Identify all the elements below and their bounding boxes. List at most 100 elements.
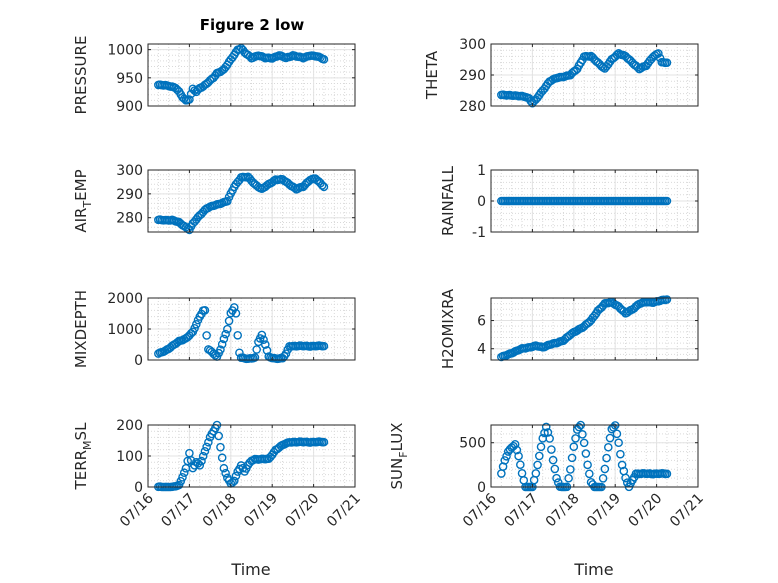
sun-flux-data-point [585,469,594,479]
sun-flux-axes-box [490,424,699,488]
sun-flux-data-point [533,460,542,470]
air-temp-data-point [319,182,329,192]
h2omixra-axes-box [490,297,699,361]
sun-flux-data-point [598,473,608,483]
terr-msl-data-point [221,468,230,478]
air-temp-y-label-part: AIR [72,208,90,233]
sun-flux-data-point [536,442,546,452]
sun-flux-data-point [622,478,632,487]
mixdepth-data-point [217,339,227,349]
sun-flux-data-point [662,469,672,479]
mixdepth-y-tick-label: 2000 [107,291,143,307]
mixdepth-data-point [259,335,268,345]
mixdepth-panel: 0 1000 2000 MIXDEPTH [72,290,356,369]
sun-flux-data-point [510,439,520,449]
air-temp-y-label: AIRTEMP [72,169,94,232]
terr-msl-y-label-part: SL [72,422,90,441]
pressure-y-tick-label: 950 [116,71,143,87]
h2omixra-y-tick-label: 6 [477,314,486,330]
mixdepth-data-point [221,329,230,339]
sun-flux-data-point [567,453,577,463]
sun-flux-data-point [543,428,553,437]
terr-msl-data-point [214,431,224,441]
pressure-panel: 900 950 1000 PRESSURE [72,36,356,115]
sun-flux-data-point [514,451,523,461]
sun-flux-data-point [550,464,560,474]
terr-msl-data-point [219,463,229,473]
sun-flux-data-point [605,433,615,443]
theta-data-point [526,96,535,106]
pressure-data-point [190,86,199,95]
rainfall-y-tick-label: -1 [472,225,486,241]
sun-flux-data-point [614,438,623,448]
mixdepth-data-point [224,316,234,326]
h2omixra-y-label: H2OMIXRA [439,288,457,369]
terr-msl-data-point [229,476,239,486]
sun-flux-data-point [574,422,584,432]
terr-msl-x-tick-label: 07/20 [283,491,323,531]
pressure-axes-box [147,43,356,107]
mixdepth-data-point [257,330,267,340]
terr-msl-panel: 0 100 200 07/16 07/17 07/18 07/19 07/20 07/21 TE… [72,418,364,530]
sun-flux-panel: 0 500 07/16 07/17 07/18 07/19 07/20 07/21 SUNFL… [388,420,707,531]
sun-flux-data-point [552,473,561,483]
sun-flux-data-point [616,449,625,459]
sun-flux-x-tick-label: 07/21 [667,491,707,531]
theta-y-tick-label: 290 [459,68,486,84]
mixdepth-data-point [223,324,232,334]
mixdepth-data-point [233,330,242,340]
sun-flux-data-point [547,445,556,454]
air-temp-y-tick-label: 290 [116,187,143,203]
air-temp-y-label-part: EMP [72,169,90,200]
air-temp-panel: 280 290 300 AIRTEMP [72,163,356,235]
mixdepth-data-point [216,345,225,354]
terr-msl-data-point [204,437,213,447]
terr-msl-data-point [228,478,237,487]
sun-flux-data-point [579,438,589,448]
terr-msl-x-tick-label: 07/21 [324,491,364,531]
terr-msl-y-tick-label: 100 [116,449,143,465]
h2omixra-data-point [662,295,672,304]
terr-msl-x-tick-label: 07/18 [200,491,240,531]
h2omixra-panel: 4 6 H2OMIXRA [439,288,699,369]
mixdepth-data-point [229,303,239,312]
mixdepth-y-tick-label: 1000 [107,322,143,338]
x-axis-label-left: Time [230,560,270,579]
mixdepth-y-tick-label: 0 [134,353,143,369]
pressure-data-point [319,54,329,64]
sun-flux-data-point [516,460,525,470]
air-temp-y-tick-label: 280 [116,211,143,227]
sun-flux-data-point [545,434,554,443]
sun-flux-y-tick-label: 500 [459,436,486,452]
rainfall-y-tick-label: 0 [477,194,486,210]
sun-flux-data-point [571,434,580,443]
sun-flux-x-tick-label: 07/19 [584,491,624,531]
terr-msl-data-point [179,468,189,478]
mixdepth-data-point [190,323,199,333]
mixdepth-y-label: MIXDEPTH [72,290,90,368]
mixdepth-data-point [231,309,241,318]
sun-flux-data-point [604,442,613,452]
sun-flux-data-point [581,449,591,458]
sun-flux-data-point [609,423,618,432]
sun-flux-data-point [540,428,549,438]
mixdepth-data-point [319,341,329,351]
sun-flux-data-point [564,473,573,483]
mixdepth-data-point [219,334,229,344]
terr-msl-x-tick-label: 07/17 [158,491,198,531]
terr-msl-data-point [197,456,206,466]
sun-flux-data-point [583,460,592,470]
x-axis-label-right: Time [573,560,613,579]
sun-flux-data-point [600,464,610,474]
terr-msl-data-point [202,442,211,452]
sun-flux-y-label-part: SUN [388,458,406,490]
rainfall-panel: -1 0 1 RAINFALL [439,163,699,241]
mixdepth-data-point [202,331,211,340]
terr-msl-data-point [183,456,192,466]
terr-msl-data-point [200,446,210,456]
mixdepth-data-point [260,340,270,349]
sun-flux-data-point [502,451,511,461]
sun-flux-data-point [512,445,522,455]
sun-flux-x-tick-label: 07/17 [501,491,541,531]
